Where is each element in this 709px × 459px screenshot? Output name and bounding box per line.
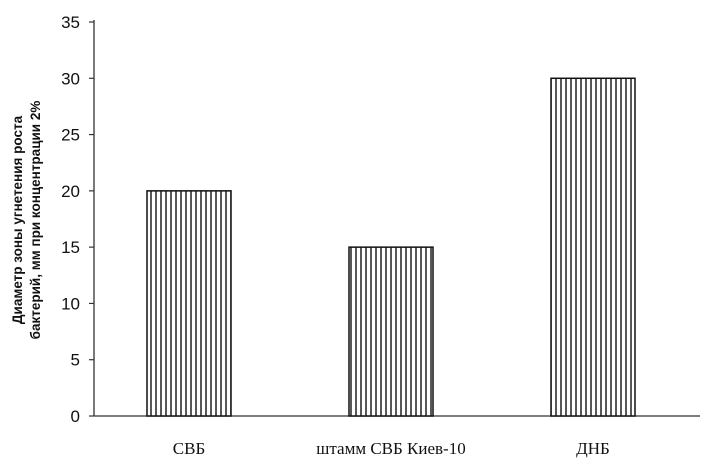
y-tick-label: 10: [61, 294, 80, 313]
bar: [550, 77, 636, 417]
bar: [146, 190, 232, 417]
y-tick-label: 35: [61, 13, 80, 32]
y-tick-label: 5: [71, 351, 80, 370]
y-axis-title-line-1: Диаметр зоны угнетения роста: [10, 115, 25, 324]
y-axis-title-line-2: бактерий, мм при концентрации 2%: [28, 101, 43, 340]
y-tick-label: 15: [61, 238, 80, 257]
y-tick-label: 0: [71, 407, 80, 426]
x-tick-label: СВБ: [173, 439, 205, 458]
y-tick-label: 25: [61, 126, 80, 145]
bars: [146, 77, 636, 417]
x-tick-label: штамм СВБ Киев-10: [316, 439, 465, 458]
y-axis-title: Диаметр зоны угнетения роста бактерий, м…: [10, 101, 43, 340]
y-tick-label: 20: [61, 182, 80, 201]
x-tick-label: ДНБ: [576, 439, 610, 458]
x-tick-labels: СВБ штамм СВБ Киев-10 ДНБ: [173, 439, 610, 458]
y-tick-label: 30: [61, 69, 80, 88]
bar: [348, 246, 434, 417]
y-ticks: 0 5 10 15 20 25 30 35: [61, 13, 94, 426]
